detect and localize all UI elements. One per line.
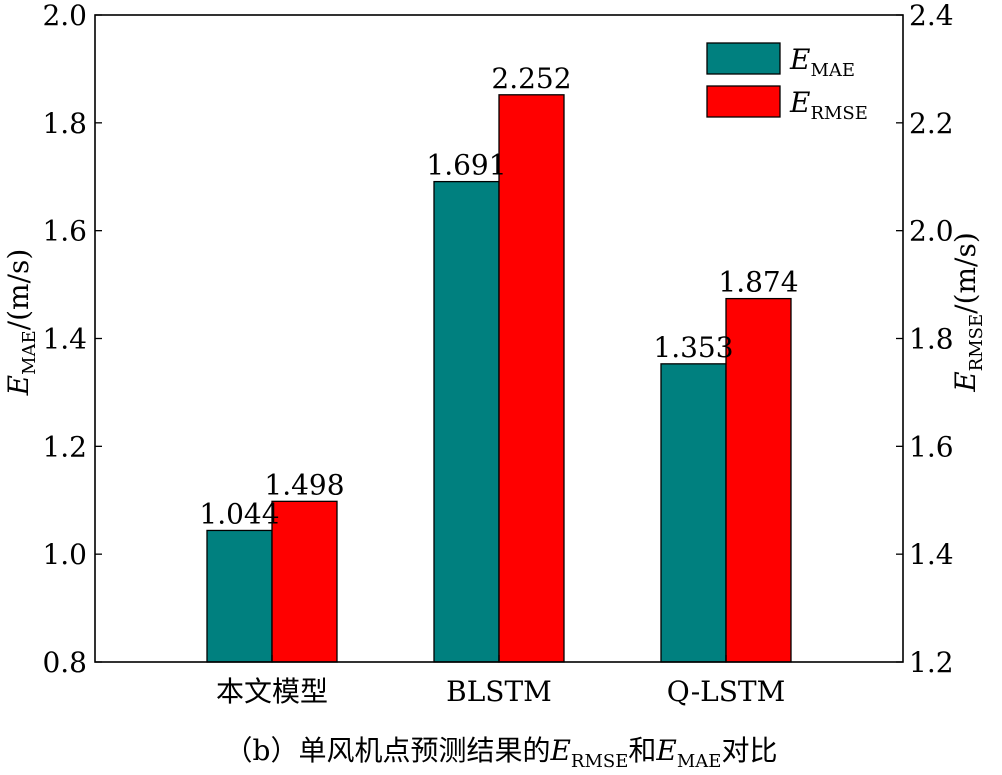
data-label-mae-2: 1.353 [653, 331, 733, 364]
right-tick-label-4: 2.0 [909, 215, 954, 248]
x-category-label-0: 本文模型 [216, 675, 328, 708]
figure-caption: （b）单风机点预测结果的ERMSE和EMAE对比 [225, 734, 778, 772]
legend-label-rmse: ERMSE [789, 86, 868, 124]
legend-swatch-mae [706, 42, 781, 75]
right-tick-label-5: 2.2 [909, 107, 954, 140]
bar-rmse-1 [498, 94, 565, 663]
right-tick-label-3: 1.8 [909, 323, 954, 356]
legend: EMAE ERMSE [706, 42, 868, 124]
bar-rmse-0 [271, 500, 338, 663]
data-label-mae-1: 1.691 [426, 149, 506, 182]
left-tick-label-2: 1.2 [42, 430, 87, 463]
left-tick-label-1: 1.0 [42, 538, 87, 571]
legend-label-mae: EMAE [789, 43, 855, 81]
bar-mae-0 [206, 529, 273, 663]
x-category-label-2: Q-LSTM [667, 675, 786, 708]
right-axis: 1.2 1.4 1.6 1.8 2.0 2.2 2.4 [896, 0, 954, 679]
right-tick-label-2: 1.6 [909, 430, 954, 463]
legend-swatch-rmse [706, 85, 781, 118]
data-label-rmse-1: 2.252 [491, 62, 571, 95]
data-label-rmse-2: 1.874 [718, 266, 798, 299]
left-tick-label-3: 1.4 [42, 323, 87, 356]
left-tick-label-5: 1.8 [42, 107, 87, 140]
left-axis: 0.8 1.0 1.2 1.4 1.6 1.8 2.0 [42, 0, 102, 679]
bar-rmse-2 [725, 297, 792, 663]
right-axis-title: ERMSE/(m/s) [949, 232, 987, 393]
left-tick-label-4: 1.6 [42, 215, 87, 248]
x-axis-categories: 本文模型 BLSTM Q-LSTM [216, 655, 785, 708]
bar-mae-1 [433, 180, 500, 663]
left-tick-label-0: 0.8 [42, 646, 87, 679]
bars-group [206, 94, 792, 663]
bar-mae-2 [660, 363, 727, 663]
right-tick-label-1: 1.4 [909, 538, 954, 571]
data-label-mae-0: 1.044 [199, 497, 279, 530]
left-axis-title: EMAE/(m/s) [2, 249, 40, 397]
left-tick-label-6: 2.0 [42, 0, 87, 32]
right-tick-label-6: 2.4 [909, 0, 954, 32]
data-label-rmse-0: 1.498 [264, 468, 344, 501]
x-category-label-1: BLSTM [446, 675, 552, 708]
right-tick-label-0: 1.2 [909, 646, 954, 679]
